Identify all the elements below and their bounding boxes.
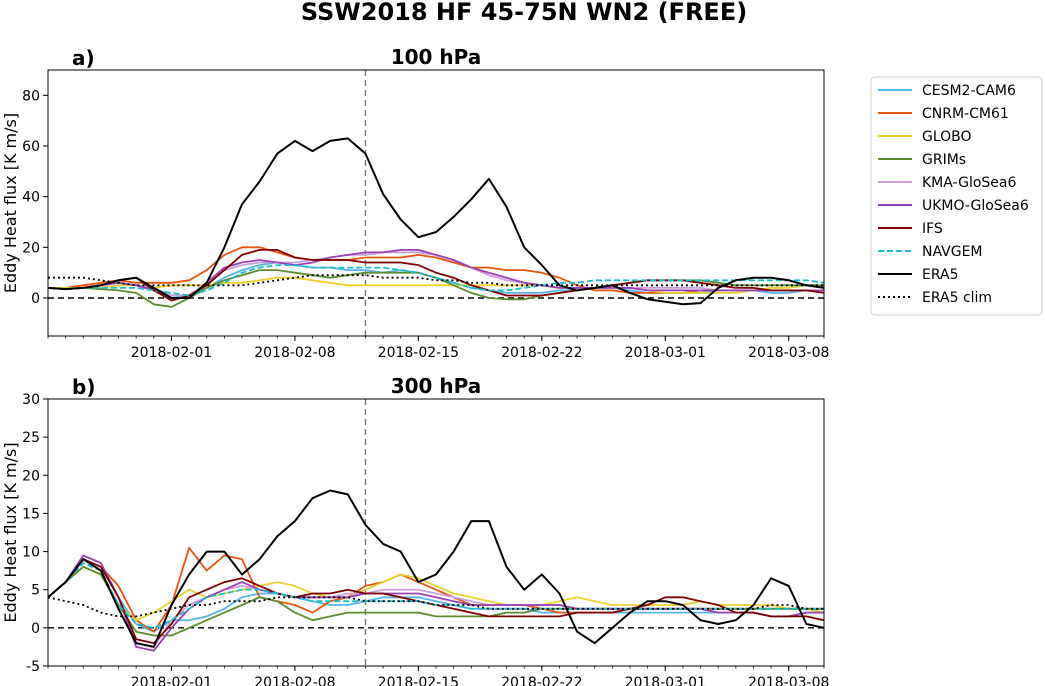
y-tick-label: -5 <box>26 659 40 675</box>
panels: 2018-02-01 2018-02-08 2018-02-15 2018-02-22… <box>1 45 829 686</box>
legend-label: ERA5 <box>922 267 959 283</box>
series-line-globo <box>48 276 824 294</box>
series-line-grims <box>48 269 824 308</box>
series-line-globo <box>48 565 824 622</box>
legend-box <box>870 76 1043 316</box>
legend-label: GRIMs <box>922 152 966 168</box>
legend-label: UKMO-GloSea6 <box>922 198 1029 214</box>
panel-label: b) <box>72 375 95 399</box>
panel-title: 300 hPa <box>391 374 482 398</box>
figure-title: SSW2018 HF 45-75N WN2 (FREE) <box>301 0 747 26</box>
series-group <box>48 489 824 652</box>
y-tick-label: 40 <box>22 190 40 206</box>
y-axis-label: Eddy Heat flux [K m/s] <box>1 442 20 622</box>
series-line-navgem <box>48 264 824 297</box>
y-tick-label: 15 <box>22 506 40 522</box>
panel-title: 100 hPa <box>391 45 482 69</box>
y-tick-label: 60 <box>22 139 40 155</box>
legend-label: CNRM-CM61 <box>922 106 1009 122</box>
panel-label: a) <box>72 46 95 70</box>
legend-label: GLOBO <box>922 129 972 145</box>
y-tick-label: 0 <box>31 621 40 637</box>
legend-label: IFS <box>922 221 943 237</box>
series-line-cnrm-cm61 <box>48 546 824 633</box>
series-line-navgem <box>48 562 824 629</box>
series-line-cesm2-cam6 <box>48 558 824 633</box>
legend-label: CESM2-CAM6 <box>922 83 1016 99</box>
legend-label: NAVGEM <box>922 244 983 260</box>
x-tick-label: 2018-02-22 <box>501 675 582 686</box>
y-tick-label: 30 <box>22 392 40 408</box>
y-tick-label: 20 <box>22 468 40 484</box>
x-tick-label: 2018-02-22 <box>501 345 582 361</box>
x-tick-label: 2018-02-01 <box>131 345 212 361</box>
y-tick-label: 10 <box>22 545 40 561</box>
legend-label: KMA-GloSea6 <box>922 175 1016 191</box>
x-tick-label: 2018-02-01 <box>131 675 212 686</box>
x-tick-label: 2018-03-08 <box>748 345 829 361</box>
x-tick-label: 2018-02-08 <box>254 675 335 686</box>
plot-frame <box>47 398 825 667</box>
x-tick-label: 2018-02-15 <box>378 675 459 686</box>
y-tick-label: 0 <box>31 291 40 307</box>
y-axis-label: Eddy Heat flux [K m/s] <box>1 113 20 293</box>
panel-100-hpa: 2018-02-01 2018-02-08 2018-02-15 2018-02-22… <box>1 45 829 361</box>
y-tick-label: 5 <box>31 583 40 599</box>
series-group <box>48 137 824 308</box>
legend-label: ERA5 clim <box>922 290 992 306</box>
x-tick-label: 2018-03-08 <box>748 675 829 686</box>
x-tick-label: 2018-03-01 <box>625 675 706 686</box>
series-line-kma-glosea6 <box>48 251 824 297</box>
x-tick-label: 2018-02-08 <box>254 345 335 361</box>
series-line-era5 <box>48 489 824 648</box>
panel-300-hpa: 2018-02-01 2018-02-08 2018-02-15 2018-02-22… <box>1 374 829 686</box>
legend: CESM2-CAM6 CNRM-CM61 GLOBO GRIMs KMA-GloSea6… <box>870 76 1043 316</box>
x-tick-label: 2018-03-01 <box>625 345 706 361</box>
series-line-era5-clim <box>48 596 824 618</box>
x-tick-label: 2018-02-15 <box>378 345 459 361</box>
y-tick-label: 25 <box>22 430 40 446</box>
y-tick-label: 20 <box>22 240 40 256</box>
plot-frame <box>47 69 825 337</box>
y-tick-label: 80 <box>22 88 40 104</box>
series-line-era5 <box>48 137 824 306</box>
